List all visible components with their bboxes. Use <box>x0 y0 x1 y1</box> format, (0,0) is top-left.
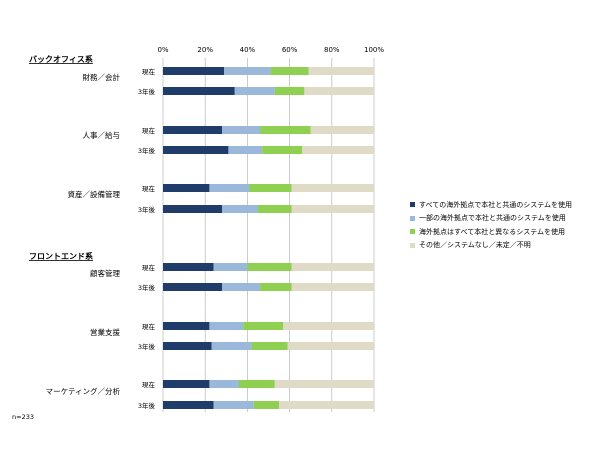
bar-segment <box>302 146 374 154</box>
sample-size-note: n=233 <box>12 413 34 421</box>
row-label: 3年後 <box>138 401 156 410</box>
bar-segment <box>163 342 212 350</box>
category-label: 資産／設備管理 <box>68 189 121 199</box>
chart-legend: すべての海外拠点で本社と共通のシステムを使用 一部の海外拠点で本社と共通のシステ… <box>410 198 572 252</box>
bar-segment <box>163 184 210 192</box>
bar-segment <box>228 146 263 154</box>
bar-segment <box>163 380 210 388</box>
bar-segment <box>260 126 311 134</box>
bar-segment <box>163 146 229 154</box>
bar-segment <box>279 401 374 409</box>
bar-segment <box>163 283 223 291</box>
category-label: マーケティング／分析 <box>46 386 121 396</box>
bar-segment <box>238 380 275 388</box>
bar-segment <box>209 380 239 388</box>
legend-item: すべての海外拠点で本社と共通のシステムを使用 <box>410 198 572 212</box>
x-tick-label: 20% <box>197 46 213 54</box>
bar-segment <box>163 322 210 330</box>
x-tick-label: 60% <box>282 46 298 54</box>
bar-segment <box>211 342 252 350</box>
bar-segment <box>257 205 292 213</box>
bar-segment <box>243 322 284 330</box>
row-label: 3年後 <box>138 87 156 96</box>
bar-segment <box>163 401 214 409</box>
category-label: 顧客管理 <box>90 268 120 278</box>
bar-segment <box>291 263 374 271</box>
row-label: 現在 <box>142 67 156 76</box>
bar-segment <box>291 283 374 291</box>
bar-segment <box>253 401 280 409</box>
x-tick-label: 80% <box>324 46 340 54</box>
bar-segment <box>213 263 248 271</box>
group-label: フロントエンド系 <box>29 251 93 261</box>
legend-label: その他／システムなし／未定／不明 <box>419 241 531 250</box>
legend-swatch <box>410 202 415 208</box>
row-label: 3年後 <box>138 283 156 292</box>
legend-label: 一部の海外拠点で本社と共通のシステムを使用 <box>419 214 566 223</box>
bar-segment <box>224 67 271 75</box>
bar-segment <box>163 205 223 213</box>
bar-segment <box>270 67 309 75</box>
bar-segment <box>222 126 261 134</box>
legend-item: 海外拠点はすべて本社と異なるシステムを使用 <box>410 225 572 239</box>
bar-segment <box>163 87 235 95</box>
bar-segment <box>274 380 374 388</box>
row-label: 現在 <box>142 184 156 193</box>
bar-segment <box>304 87 374 95</box>
bar-segment <box>291 184 374 192</box>
category-label: 人事／給与 <box>83 130 121 140</box>
legend-label: すべての海外拠点で本社と共通のシステムを使用 <box>419 200 573 209</box>
bar-segment <box>249 184 292 192</box>
x-tick-label: 40% <box>240 46 256 54</box>
bar-segment <box>247 263 292 271</box>
bar-segment <box>251 342 288 350</box>
bar-segment <box>287 342 374 350</box>
row-label: 現在 <box>142 322 156 331</box>
bar-segment <box>262 146 303 154</box>
bar-segment <box>308 67 374 75</box>
bar-segment <box>163 263 214 271</box>
legend-swatch <box>410 229 415 235</box>
row-label: 3年後 <box>138 205 156 214</box>
category-label: 営業支援 <box>90 327 120 337</box>
row-label: 現在 <box>142 263 156 272</box>
x-tick-label: 100% <box>364 46 384 54</box>
bar-segment <box>310 126 374 134</box>
bar-segment <box>274 87 305 95</box>
legend-item: その他／システムなし／未定／不明 <box>410 239 572 253</box>
legend-label: 海外拠点はすべて本社と異なるシステムを使用 <box>419 227 566 236</box>
bar-segment <box>222 205 258 213</box>
bar-segment <box>209 184 250 192</box>
bar-segment <box>234 87 275 95</box>
bar-segment <box>283 322 374 330</box>
bar-segment <box>209 322 244 330</box>
bar-segment <box>213 401 254 409</box>
bar-segment <box>260 283 292 291</box>
x-tick-label: 0% <box>157 46 168 54</box>
row-label: 現在 <box>142 126 156 135</box>
legend-swatch <box>410 242 415 248</box>
group-label: バックオフィス系 <box>29 54 93 64</box>
row-label: 3年後 <box>138 342 156 351</box>
legend-item: 一部の海外拠点で本社と共通のシステムを使用 <box>410 212 572 226</box>
bar-segment <box>163 126 223 134</box>
category-label: 財務／会計 <box>83 72 121 82</box>
bar-segment <box>222 283 261 291</box>
bar-segment <box>163 67 225 75</box>
legend-swatch <box>410 215 415 221</box>
row-label: 現在 <box>142 380 156 389</box>
row-label: 3年後 <box>138 146 156 155</box>
bar-segment <box>291 205 374 213</box>
